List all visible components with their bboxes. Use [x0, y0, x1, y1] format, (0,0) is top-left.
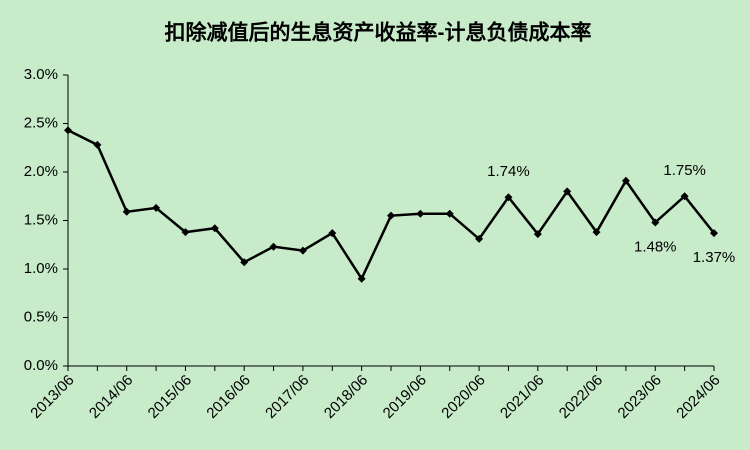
data-label: 1.75% [663, 162, 706, 179]
point-marker [445, 209, 454, 218]
point-marker [93, 140, 102, 149]
point-marker [210, 224, 219, 233]
point-marker [592, 228, 601, 237]
point-marker [64, 126, 72, 135]
point-marker [269, 242, 278, 251]
y-tick-label: 0.5% [24, 308, 58, 325]
y-tick-label: 2.0% [24, 163, 58, 180]
point-marker [122, 207, 131, 216]
chart-title: 扣除减值后的生息资产收益率-计息负债成本率 [165, 21, 592, 45]
point-marker [680, 192, 689, 201]
y-tick-label: 1.5% [24, 211, 58, 228]
point-marker [710, 229, 718, 238]
point-marker [240, 258, 249, 267]
point-marker [357, 274, 366, 283]
y-tick-label: 2.5% [24, 114, 58, 131]
point-marker [328, 229, 337, 238]
point-marker [387, 211, 395, 220]
point-marker [651, 218, 660, 227]
point-marker [533, 230, 542, 239]
y-tick-label: 1.0% [24, 260, 58, 277]
point-marker [152, 203, 161, 212]
data-label: 1.48% [634, 238, 677, 255]
point-marker [504, 193, 513, 202]
point-marker [416, 209, 425, 218]
point-marker [563, 187, 572, 196]
point-marker [298, 246, 307, 255]
point-marker [621, 176, 630, 185]
point-marker [475, 234, 484, 243]
point-marker [181, 228, 190, 237]
y-tick-label: 3.0% [24, 66, 58, 83]
data-label: 1.37% [693, 249, 736, 266]
y-tick-label: 0.0% [24, 357, 58, 374]
data-label: 1.74% [487, 163, 530, 180]
